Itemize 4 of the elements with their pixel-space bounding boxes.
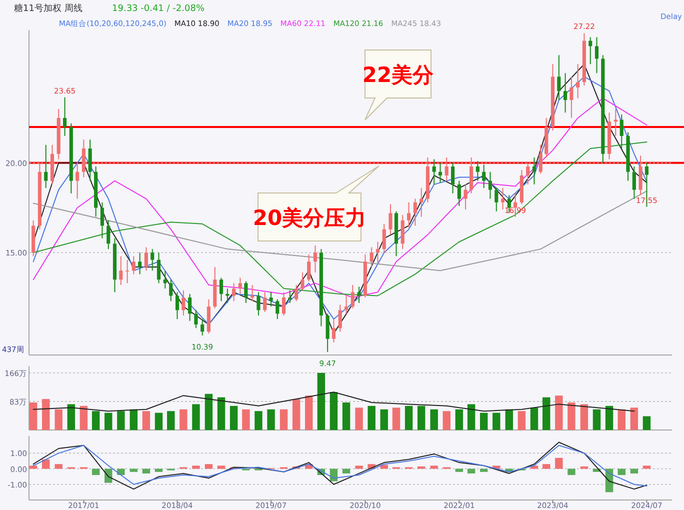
chart-title: 糖11号加权 周线	[14, 3, 82, 14]
chart-subtitle: 19.33 -0.41 / -2.08%	[112, 4, 205, 14]
ref-line-label: 22美分	[362, 63, 435, 87]
ref-line-label: 20美分压力	[252, 206, 366, 230]
